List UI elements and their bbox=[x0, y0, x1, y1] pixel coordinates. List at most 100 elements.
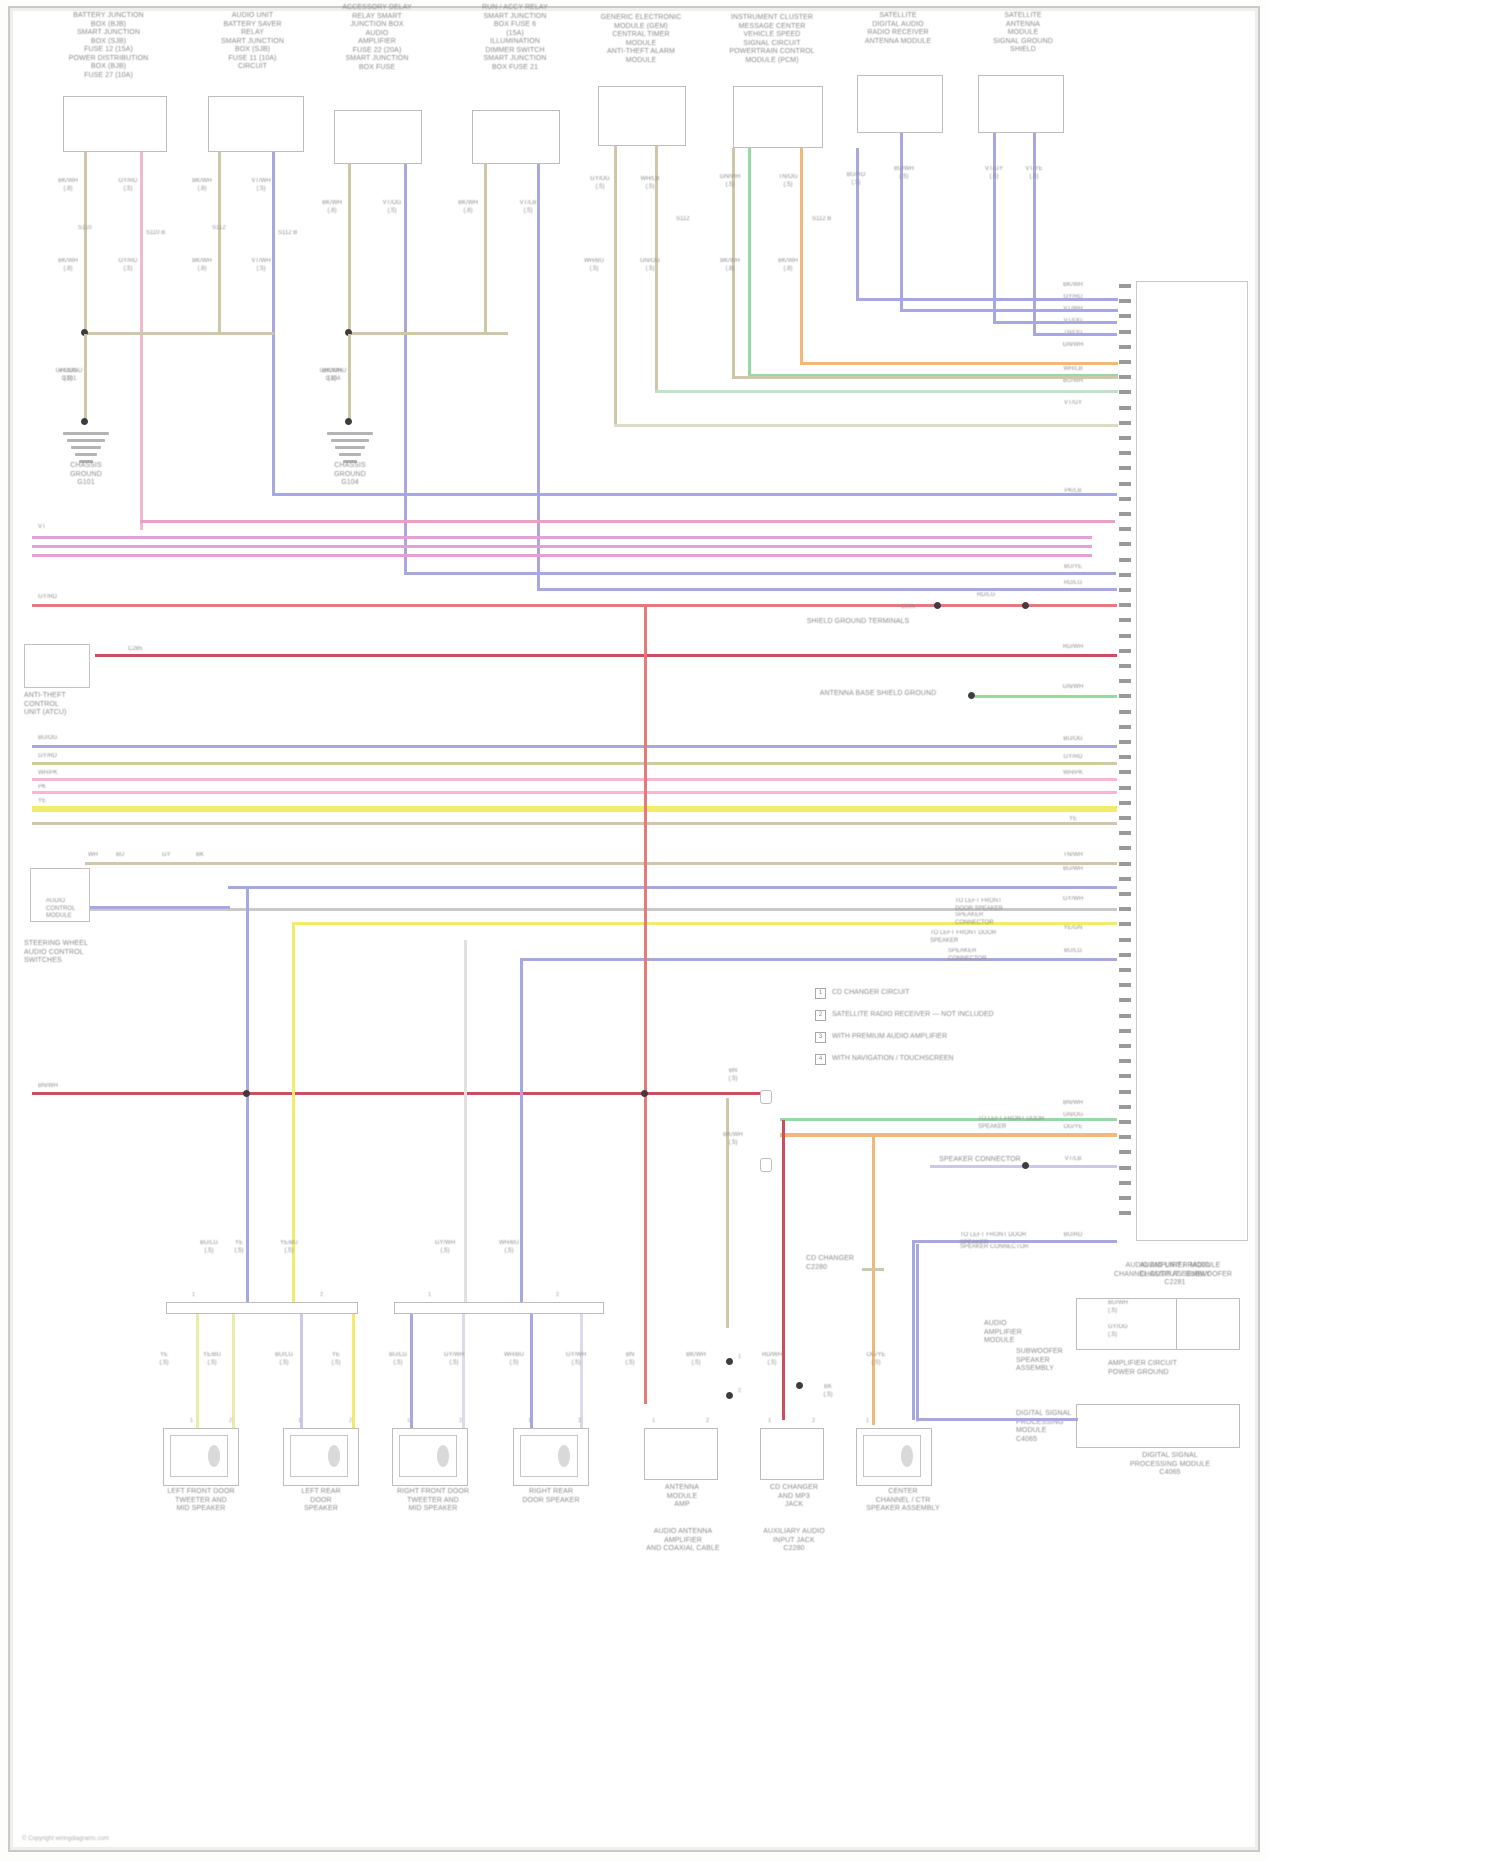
radio-pin[interactable] bbox=[1119, 451, 1131, 456]
radio-pin[interactable] bbox=[1119, 937, 1131, 942]
radio-pin[interactable] bbox=[1119, 831, 1131, 836]
radio-pin[interactable] bbox=[1119, 496, 1131, 501]
radio-pin[interactable] bbox=[1119, 527, 1131, 532]
radio-pin[interactable] bbox=[1119, 633, 1131, 638]
spk-wire-label-6: GY/WH (.5) bbox=[443, 1352, 465, 1366]
radio-pin[interactable] bbox=[1119, 314, 1131, 319]
radio-pin[interactable] bbox=[1119, 481, 1131, 486]
small-module-2 bbox=[30, 868, 90, 922]
amp-pin-label-1: BU/WH (.5) bbox=[1108, 1300, 1128, 1314]
radio-pin[interactable] bbox=[1119, 1135, 1131, 1140]
radio-pin[interactable] bbox=[1119, 876, 1131, 881]
radio-pin[interactable] bbox=[1119, 375, 1131, 380]
radio-pin[interactable] bbox=[1119, 436, 1131, 440]
radio-pin[interactable] bbox=[1119, 755, 1131, 760]
wire-drop-peri-3 bbox=[537, 164, 540, 590]
branch-label-8: SPEAKER CONNECTOR bbox=[960, 1244, 1029, 1250]
radio-pin[interactable] bbox=[1119, 1074, 1131, 1079]
radio-pin[interactable] bbox=[1119, 572, 1131, 577]
cd-changer-pin-l: 1 bbox=[768, 1418, 772, 1424]
center-speaker bbox=[856, 1428, 932, 1486]
radio-pin[interactable] bbox=[1119, 618, 1131, 623]
harness-pin-1: 1 bbox=[192, 1292, 196, 1298]
wire-drop-peri-2 bbox=[404, 164, 407, 574]
antenna-amp-wl: BN (.5) bbox=[625, 1352, 635, 1366]
radio-pin[interactable] bbox=[1119, 1150, 1131, 1155]
radio-pin[interactable] bbox=[1119, 512, 1131, 516]
radio-pin[interactable] bbox=[1119, 344, 1131, 349]
route-peri-1 bbox=[856, 298, 1118, 301]
radio-pin[interactable] bbox=[1119, 952, 1131, 957]
radio-pin[interactable] bbox=[1119, 998, 1131, 1003]
radio-pin[interactable] bbox=[1119, 785, 1131, 790]
radio-pin[interactable] bbox=[1119, 390, 1131, 395]
bus-label-right-11: BU/YE bbox=[1063, 564, 1082, 570]
bus-label-left-6: PK bbox=[38, 784, 47, 790]
radio-pin[interactable] bbox=[1119, 329, 1131, 334]
ground-label-2: CHASSIS GROUND G104 bbox=[334, 462, 366, 486]
harness-pin-4: 2 bbox=[556, 1292, 560, 1298]
radio-pin[interactable] bbox=[1119, 603, 1131, 608]
radio-pin[interactable] bbox=[1119, 709, 1131, 714]
radio-pin[interactable] bbox=[1119, 724, 1131, 729]
radio-pin[interactable] bbox=[1119, 968, 1131, 972]
radio-pin[interactable] bbox=[1119, 542, 1131, 547]
radio-pin[interactable] bbox=[1119, 861, 1131, 866]
radio-pin[interactable] bbox=[1119, 846, 1131, 851]
radio-pin[interactable] bbox=[1119, 1165, 1131, 1170]
radio-pin[interactable] bbox=[1119, 588, 1131, 592]
legend-text-2: SATELLITE RADIO RECEIVER — NOT INCLUDED bbox=[832, 1011, 994, 1018]
bus-wire-4 bbox=[32, 545, 1092, 548]
radio-pin[interactable] bbox=[1119, 740, 1131, 744]
splice-label-2: S110 B bbox=[146, 230, 166, 236]
radio-pin[interactable] bbox=[1119, 360, 1131, 364]
spk-wire-label-4: YE (.5) bbox=[331, 1352, 341, 1366]
spk-wire-label-8: GY/WH (.5) bbox=[565, 1352, 587, 1366]
radio-pin[interactable] bbox=[1119, 1104, 1131, 1109]
radio-pin[interactable] bbox=[1119, 907, 1131, 912]
radio-pin[interactable] bbox=[1119, 1013, 1131, 1018]
branch-dot-1 bbox=[1022, 1162, 1029, 1169]
radio-pin[interactable] bbox=[1119, 892, 1131, 896]
wire-label-mid-5: BK/WH (.8) bbox=[322, 368, 342, 382]
radio-pin[interactable] bbox=[1119, 1089, 1131, 1094]
speaker-1 bbox=[163, 1428, 239, 1486]
radio-pin[interactable] bbox=[1119, 1196, 1131, 1200]
wire-label-mid-6: VT/OG (.5) bbox=[58, 368, 78, 382]
radio-pin[interactable] bbox=[1119, 800, 1131, 805]
bus-label-right-27: VT/LB bbox=[1064, 1156, 1082, 1162]
radio-pin[interactable] bbox=[1119, 694, 1131, 699]
radio-pin[interactable] bbox=[1119, 1059, 1131, 1064]
center-speaker-wl: OG/YE (.5) bbox=[866, 1352, 886, 1366]
radio-pin[interactable] bbox=[1119, 816, 1131, 820]
radio-pin[interactable] bbox=[1119, 770, 1131, 775]
radio-pin[interactable] bbox=[1119, 1211, 1131, 1216]
radio-pin[interactable] bbox=[1119, 299, 1131, 304]
radio-pin[interactable] bbox=[1119, 466, 1131, 471]
radio-pin[interactable] bbox=[1119, 648, 1131, 653]
radio-pin[interactable] bbox=[1119, 983, 1131, 988]
small-module-2-bus bbox=[90, 906, 230, 909]
bus-label-right-10: PK/LB bbox=[1064, 488, 1082, 494]
radio-pin[interactable] bbox=[1119, 1028, 1131, 1033]
bus-label-right-15: BU/OG bbox=[1063, 736, 1083, 742]
radio-pin[interactable] bbox=[1119, 284, 1131, 288]
radio-pin[interactable] bbox=[1119, 922, 1131, 927]
branch-label-3: TO LEFT FRONT DOOR SPEAKER bbox=[930, 930, 997, 944]
radio-pin[interactable] bbox=[1119, 664, 1131, 668]
wire-label-1: BK/WH (.8) bbox=[58, 178, 78, 192]
radio-pin[interactable] bbox=[1119, 1120, 1131, 1124]
radio-pin[interactable] bbox=[1119, 1044, 1131, 1048]
radio-pin[interactable] bbox=[1119, 405, 1131, 410]
radio-pin[interactable] bbox=[1119, 420, 1131, 425]
branch-label-2: SPEAKER CONNECTOR bbox=[955, 912, 994, 926]
radio-pin[interactable] bbox=[1119, 679, 1131, 684]
ground-wire-label-1: GROUND G101 bbox=[55, 368, 83, 382]
inline-dot-3 bbox=[796, 1382, 803, 1389]
radio-pin[interactable] bbox=[1119, 1180, 1131, 1185]
antenna-amp-pin-r: 2 bbox=[706, 1418, 710, 1424]
wire-label-15: VT/GY (.5) bbox=[984, 166, 1003, 180]
amp-wire-label-4: DIGITAL SIGNAL PROCESSING MODULE C4065 bbox=[1016, 1410, 1072, 1443]
radio-pin[interactable] bbox=[1119, 557, 1131, 562]
